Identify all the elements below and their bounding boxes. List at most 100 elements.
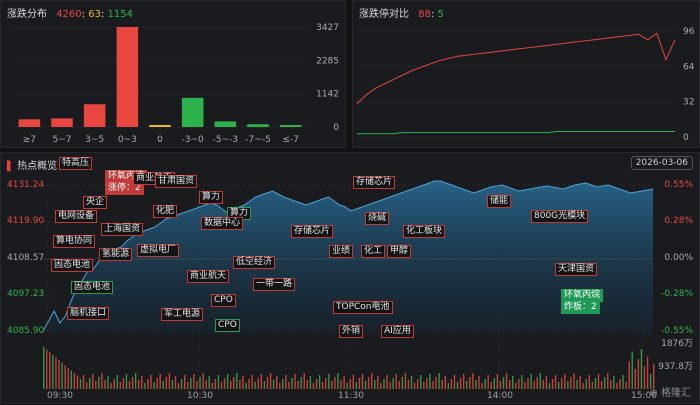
sector-tag[interactable]: 化肥 [153, 205, 178, 218]
sector-tag[interactable]: 商业航天 [187, 270, 230, 283]
sector-tag[interactable]: 特高压 [59, 157, 93, 170]
sector-tag[interactable]: 电网设备 [55, 210, 98, 223]
x-tick-label: -5~-3 [213, 135, 239, 145]
volume-bar [613, 376, 615, 389]
volume-bar [377, 376, 379, 389]
hot-panel: ▌ 热点概览 2026-03-06 4131.24 4119.90 4108.5… [0, 152, 700, 404]
volume-bar [551, 379, 554, 389]
volume-bar [607, 373, 609, 389]
volume-bar [594, 378, 597, 389]
volume-bar [85, 382, 88, 389]
dist-sep: : [100, 9, 105, 20]
volume-bar [637, 359, 640, 389]
highlight-tag-count[interactable]: 炸板：2 [561, 301, 600, 314]
volume-bar [536, 377, 538, 389]
volume-bar [291, 378, 293, 389]
sector-tag[interactable]: 氢能源 [99, 248, 133, 261]
volume-bar [251, 375, 253, 389]
dist-flat-count: 63 [88, 9, 101, 20]
y-right-label: -0.28% [661, 289, 693, 299]
volume-bar [263, 381, 266, 389]
volume-bar [321, 382, 324, 389]
volume-bar [64, 365, 66, 389]
sector-tag[interactable]: 天津国资 [555, 263, 598, 276]
volume-bar [410, 376, 413, 389]
sector-tag[interactable]: 业绩 [329, 245, 354, 258]
volume-bar [328, 374, 330, 389]
volume-bar [43, 347, 45, 389]
sector-tag[interactable]: 算电协同 [53, 235, 96, 248]
volume-bar [367, 377, 370, 389]
volume-bar [217, 375, 220, 389]
volume-bar [475, 380, 477, 389]
sector-tag[interactable]: 数据中心 [201, 217, 244, 230]
sector-tag[interactable]: 存储芯片 [353, 176, 396, 189]
volume-bar [404, 373, 407, 389]
sector-tag[interactable]: 甘肃国资 [155, 175, 198, 188]
x-time-label: 11:30 [338, 391, 364, 401]
x-tick-label: -7~-5 [245, 135, 271, 145]
y-tick-label: 64 [683, 62, 695, 72]
volume-bar [444, 376, 446, 389]
y-tick-label: 2285 [316, 56, 339, 66]
sector-tag[interactable]: CPO [215, 319, 240, 332]
volume-bar [398, 381, 400, 389]
sector-tag[interactable]: 虚拟电厂 [137, 244, 180, 257]
sector-tag[interactable]: AI应用 [381, 325, 414, 338]
volume-bar [134, 373, 137, 389]
volume-bar [159, 374, 161, 389]
y-left-label: 4119.90 [7, 216, 45, 226]
volume-bar [125, 374, 128, 389]
sector-tag[interactable]: 固态电池 [71, 281, 114, 294]
sector-tag[interactable]: 化工 [361, 245, 386, 258]
volume-bar [260, 374, 263, 389]
highlight-tag-count[interactable]: 涨停：2 [105, 182, 144, 195]
sector-tag[interactable]: 甲醇 [387, 245, 412, 258]
sector-tag[interactable]: 化工板块 [403, 225, 446, 238]
volume-bar [521, 375, 523, 389]
date-picker[interactable]: 2026-03-06 [630, 156, 693, 170]
volume-bar [649, 374, 652, 389]
sector-tag[interactable]: CPO [211, 294, 236, 307]
sector-tag[interactable]: 一带一路 [253, 278, 296, 291]
sector-tag[interactable]: 上海国资 [101, 223, 144, 236]
hot-marker: ▌ [7, 162, 14, 172]
volume-bar [46, 349, 48, 389]
sector-tag[interactable]: 军工电源 [161, 308, 204, 321]
volume-bar [58, 360, 60, 389]
sector-tag[interactable]: 低空经济 [233, 256, 276, 269]
volume-bar [187, 382, 189, 389]
x-tick-label: 3~5 [85, 135, 104, 145]
volume-bar [92, 374, 94, 389]
volume-bar [597, 374, 600, 389]
x-tick-label: ≥7 [23, 135, 36, 145]
sector-tag[interactable]: 外销 [339, 325, 364, 338]
volume-bar [199, 377, 201, 389]
y-tick-label: 0 [683, 133, 689, 143]
y-tick-label: 3427 [316, 23, 339, 33]
sector-tag[interactable]: 800G光模块 [531, 210, 589, 223]
sector-tag[interactable]: 算力 [199, 191, 224, 204]
volume-bar [101, 373, 103, 389]
volume-bar [315, 379, 318, 389]
volume-bar [591, 382, 594, 389]
volume-bar [429, 374, 431, 389]
volume-bar [168, 373, 171, 389]
volume-bar [162, 381, 164, 389]
sector-tag[interactable]: 烧碱 [365, 212, 390, 225]
sector-tag[interactable]: 储能 [487, 195, 512, 208]
y-left-label: 4085.90 [7, 326, 45, 336]
volume-bar [156, 378, 158, 389]
sector-tag[interactable]: 存储芯片 [291, 225, 334, 238]
sector-tag[interactable]: 脑机接口 [67, 307, 110, 320]
volume-max-label: 1876万 [661, 339, 693, 349]
volume-bar [202, 373, 204, 389]
volume-bar [530, 374, 532, 389]
volume-bar [49, 352, 51, 389]
volume-bar [361, 374, 364, 389]
volume-bar [502, 377, 505, 389]
volume-bar [643, 366, 646, 389]
sector-tag[interactable]: 央企 [83, 196, 108, 209]
sector-tag[interactable]: 固态电池 [51, 259, 94, 272]
sector-tag[interactable]: TOPCon电池 [333, 301, 393, 314]
